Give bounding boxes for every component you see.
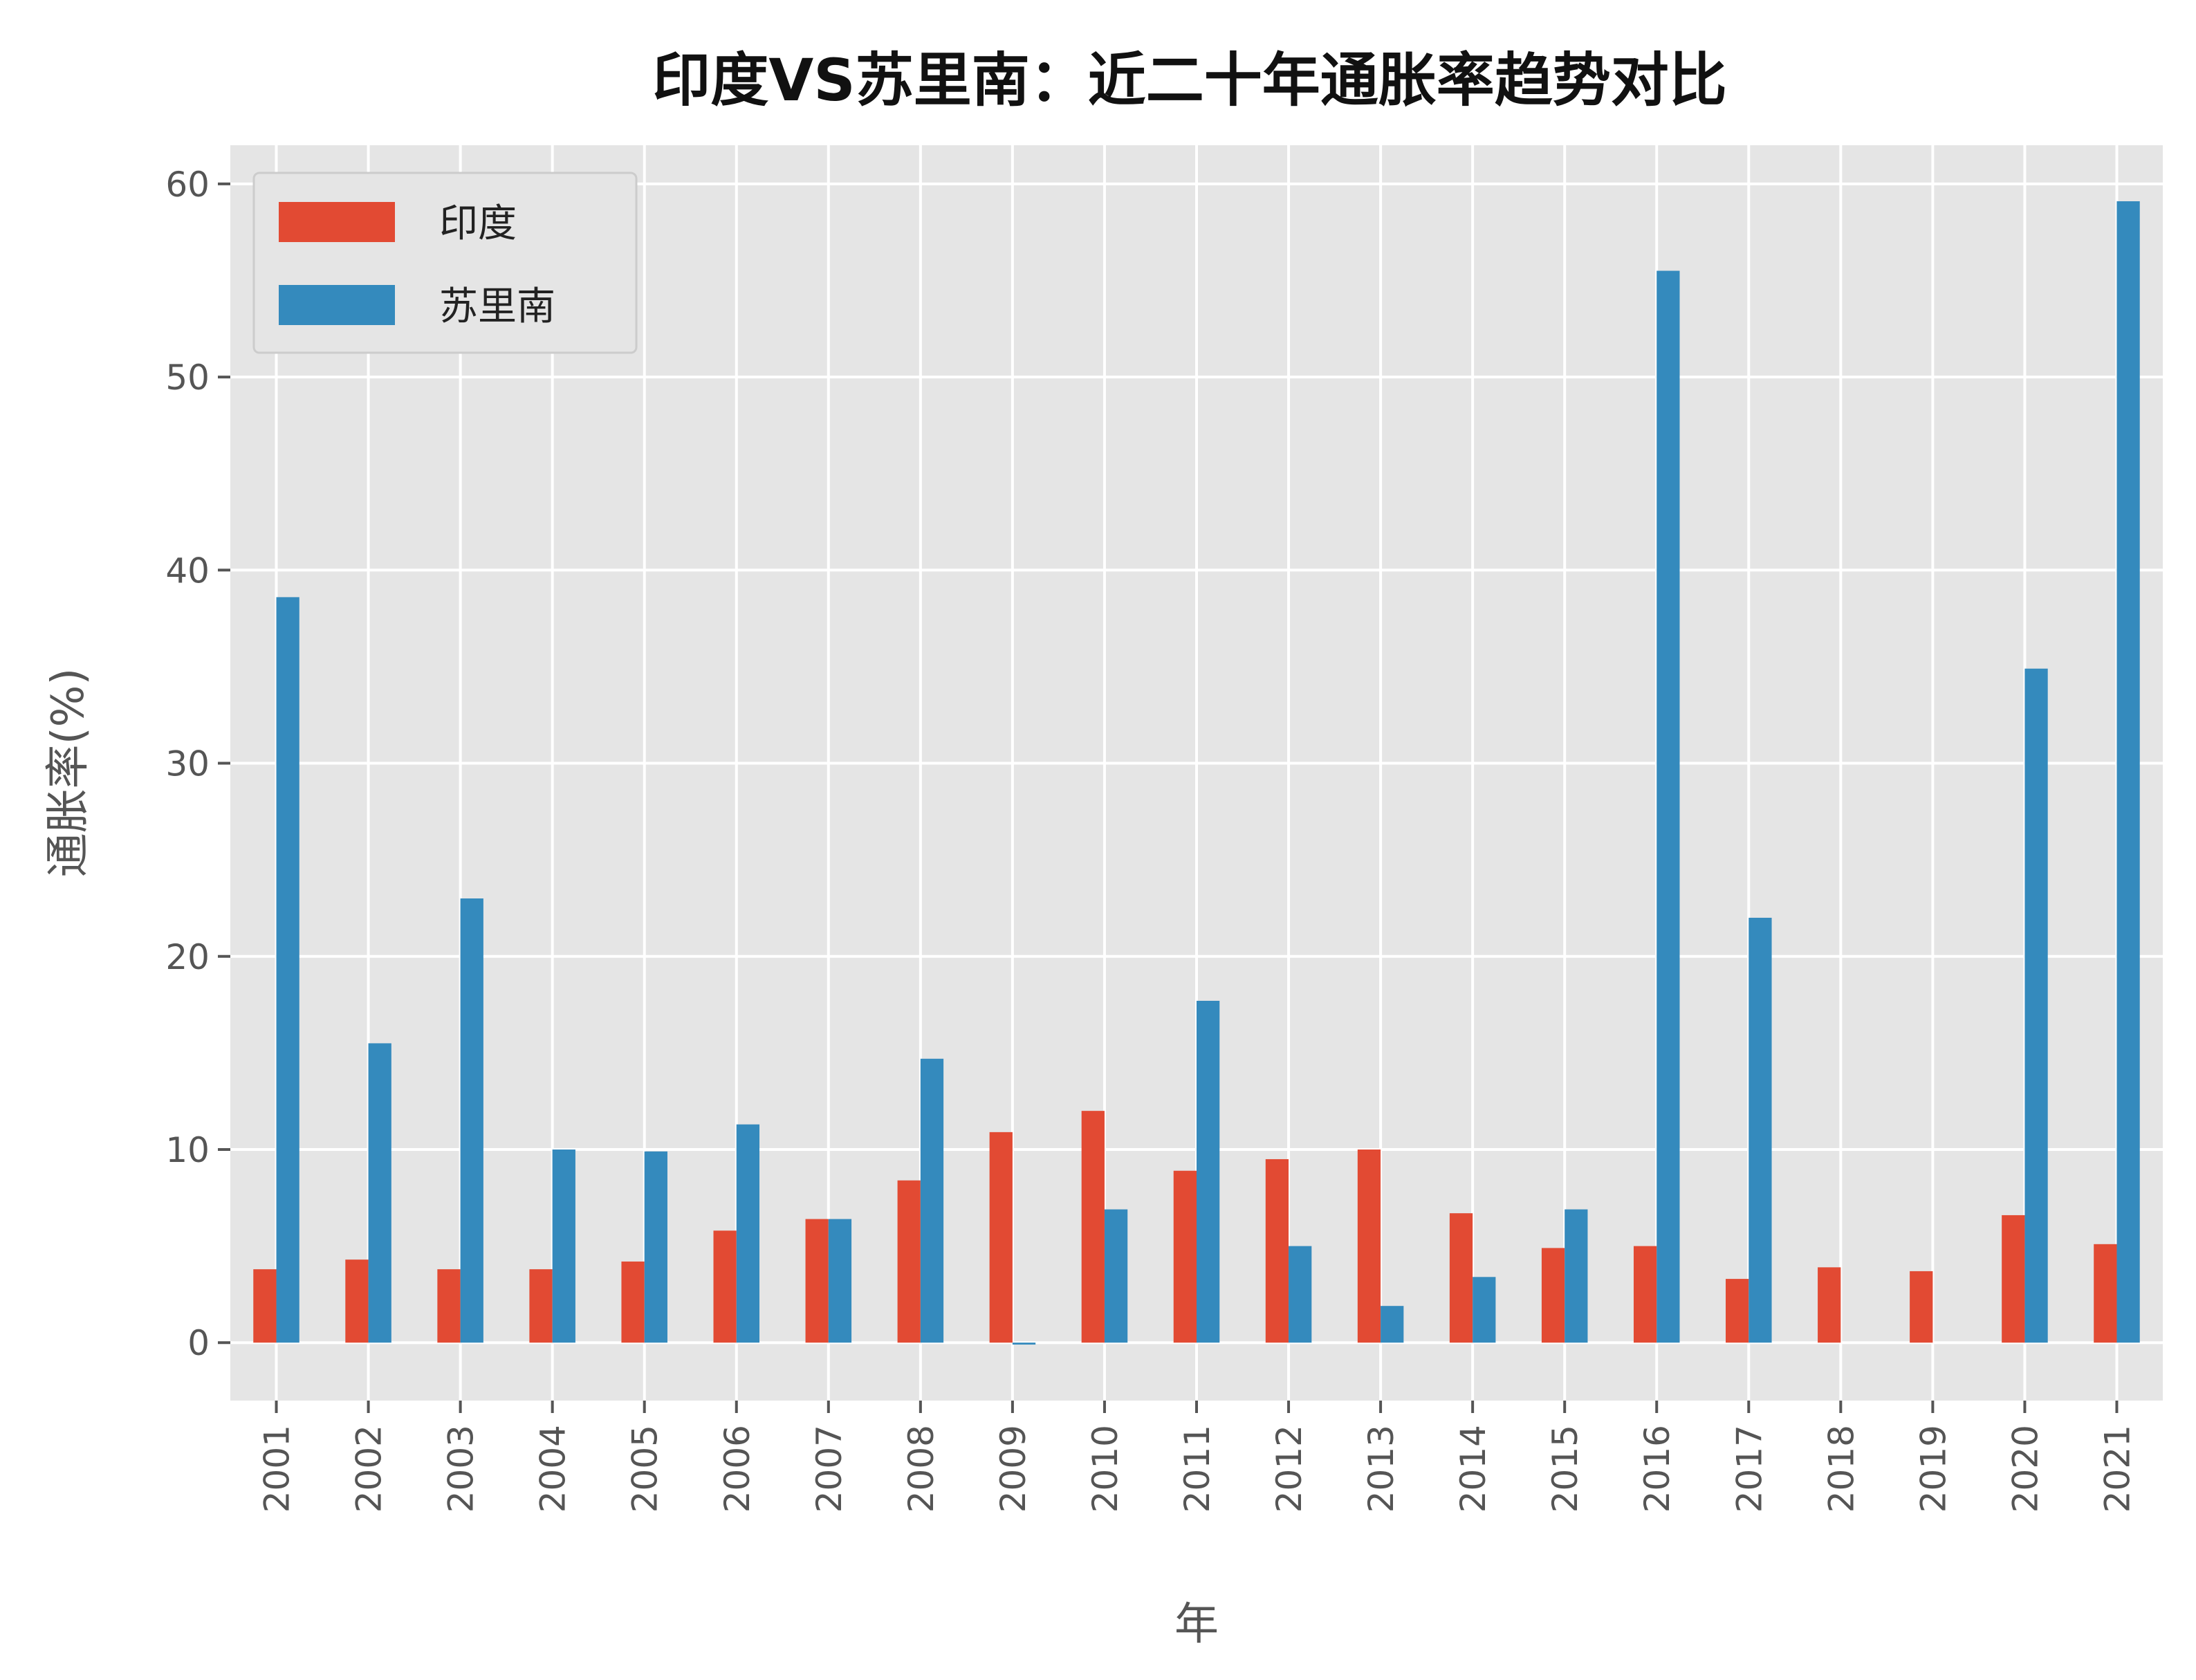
- legend-swatch-india: [279, 202, 395, 242]
- bar-india: [2094, 1244, 2117, 1343]
- y-axis-label: 通胀率(%): [43, 668, 94, 878]
- bar-suriname: [1749, 917, 1772, 1343]
- x-tick-label: 2005: [625, 1425, 665, 1513]
- x-axis-label: 年: [1174, 1599, 1219, 1650]
- bar-india: [1449, 1213, 1473, 1343]
- bar-india: [345, 1259, 369, 1343]
- x-tick-label: 2016: [1637, 1425, 1677, 1513]
- bar-india: [1173, 1170, 1197, 1343]
- bar-suriname: [1381, 1306, 1404, 1343]
- y-tick-label: 30: [165, 744, 210, 784]
- bar-india: [1081, 1111, 1105, 1343]
- x-tick-label: 2020: [2005, 1425, 2045, 1513]
- bar-suriname: [460, 898, 483, 1343]
- bar-india: [713, 1230, 737, 1343]
- x-tick-label: 2021: [2097, 1425, 2137, 1513]
- bar-suriname: [368, 1043, 391, 1343]
- bar-india: [1357, 1150, 1381, 1343]
- y-tick-label: 50: [165, 358, 210, 398]
- x-tick-label: 2003: [441, 1425, 481, 1513]
- bar-suriname: [736, 1124, 760, 1343]
- legend-swatch-suriname: [279, 285, 395, 325]
- bar-india: [1265, 1159, 1289, 1343]
- chart-title: 印度VS苏里南：近二十年通胀率趋势对比: [652, 46, 1727, 114]
- legend: 印度 苏里南: [252, 172, 638, 354]
- bar-india: [1633, 1246, 1657, 1343]
- bar-india: [989, 1132, 1013, 1343]
- bar-suriname: [1289, 1246, 1312, 1343]
- bar-india: [621, 1261, 645, 1343]
- bar-india: [1726, 1279, 1749, 1343]
- x-tick-label: 2007: [809, 1425, 849, 1513]
- bar-suriname: [552, 1150, 575, 1343]
- y-tick-label: 40: [165, 551, 210, 591]
- x-tick-label: 2008: [901, 1425, 941, 1513]
- x-tick-label: 2004: [533, 1425, 573, 1513]
- legend-label-india: 印度: [439, 201, 517, 246]
- bar-india: [1541, 1248, 1565, 1343]
- x-tick-label: 2019: [1913, 1425, 1953, 1513]
- x-tick-label: 2006: [717, 1425, 757, 1513]
- bar-india: [529, 1269, 553, 1343]
- x-axis: 2001 2002 2003 2004 2005 2006 2007 2008 2009 2010…: [257, 1401, 2137, 1513]
- y-tick-label: 60: [165, 165, 210, 205]
- bar-suriname: [2024, 668, 2048, 1343]
- x-tick-label: 2015: [1545, 1425, 1585, 1513]
- x-tick-label: 2018: [1821, 1425, 1861, 1513]
- bar-suriname: [1657, 270, 1680, 1343]
- bar-suriname: [644, 1151, 667, 1343]
- bar-suriname: [2116, 201, 2140, 1343]
- bar-suriname: [1012, 1342, 1036, 1345]
- bar-india: [437, 1269, 461, 1343]
- legend-label-suriname: 苏里南: [439, 284, 555, 329]
- bar-suriname: [1104, 1209, 1128, 1343]
- x-tick-label: 2017: [1729, 1425, 1769, 1513]
- bar-india: [805, 1219, 829, 1343]
- y-axis: 0 10 20 30 40 50 60: [165, 165, 230, 1363]
- x-tick-label: 2011: [1177, 1425, 1217, 1513]
- x-tick-label: 2012: [1269, 1425, 1309, 1513]
- bar-india: [1910, 1271, 1933, 1343]
- bar-suriname: [1473, 1277, 1496, 1343]
- bar-india: [897, 1180, 921, 1343]
- bar-india: [2002, 1215, 2025, 1343]
- x-tick-label: 2014: [1453, 1425, 1493, 1513]
- x-tick-label: 2001: [257, 1425, 297, 1513]
- bar-suriname: [1565, 1209, 1588, 1343]
- bar-suriname: [920, 1058, 944, 1343]
- bars: [253, 201, 2140, 1345]
- y-tick-label: 10: [165, 1130, 210, 1170]
- x-tick-label: 2009: [993, 1425, 1033, 1513]
- x-tick-label: 2010: [1085, 1425, 1125, 1513]
- x-tick-label: 2002: [349, 1425, 389, 1513]
- bar-india: [1818, 1267, 1841, 1343]
- y-tick-label: 0: [187, 1323, 210, 1363]
- bar-suriname: [276, 597, 299, 1343]
- bar-india: [253, 1269, 277, 1343]
- y-tick-label: 20: [165, 937, 210, 977]
- bar-suriname: [1197, 1000, 1220, 1343]
- x-tick-label: 2013: [1361, 1425, 1401, 1513]
- bar-suriname: [828, 1219, 852, 1343]
